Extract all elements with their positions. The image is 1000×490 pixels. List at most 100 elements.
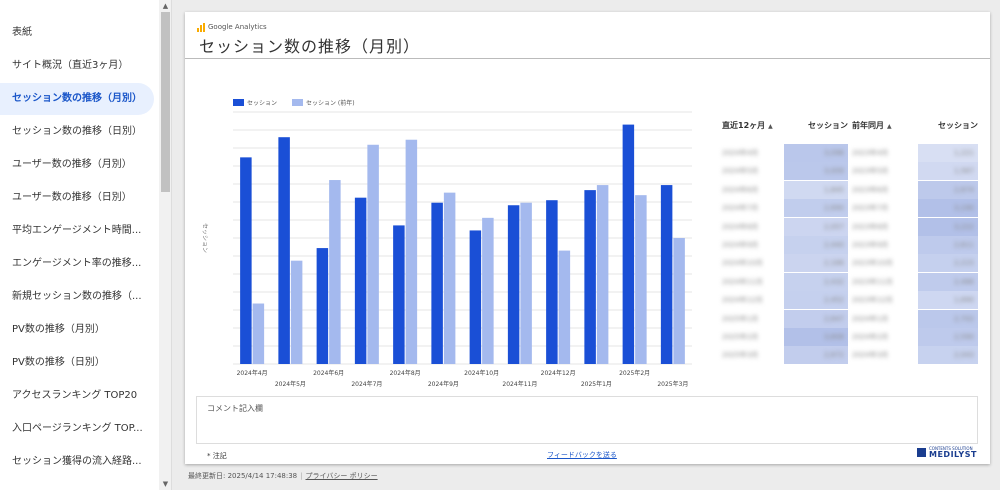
legend-label: セッション (前年) xyxy=(306,99,355,107)
footer: 最終更新日: 2025/4/14 17:48:38 | プライバシー ポリシー xyxy=(188,472,378,480)
header-divider xyxy=(185,58,990,59)
scroll-down-icon[interactable]: ▼ xyxy=(162,480,169,488)
heat-cell xyxy=(784,180,848,199)
table-header[interactable]: 直近12ヶ月 ▲ xyxy=(722,120,773,131)
table-cell: 2024年5月 xyxy=(722,167,759,176)
heat-cell xyxy=(784,217,848,236)
table-cell: 2024年4月 xyxy=(722,149,759,157)
table-cell: 2023年5月 xyxy=(852,167,889,176)
table-cell: 2023年12月 xyxy=(852,296,893,305)
comment-input-box[interactable]: コメント記入欄 xyxy=(196,396,978,444)
heat-cell xyxy=(784,254,848,273)
chart-bar xyxy=(507,205,520,364)
feedback-link[interactable]: フィードバックを送る xyxy=(547,451,617,459)
table-header[interactable]: セッション xyxy=(918,120,978,131)
header-label: 前年同月 xyxy=(852,121,884,130)
table-cell: 2023年6月 xyxy=(852,185,889,194)
x-tick-label: 2025年2月 xyxy=(619,369,650,377)
x-tick-label: 2024年6月 xyxy=(313,369,344,377)
table-cell: 2024年11月 xyxy=(722,277,763,286)
heat-cell xyxy=(918,217,978,236)
chart-bar xyxy=(354,197,367,364)
chart-bar xyxy=(405,139,418,364)
chart-bar xyxy=(431,202,443,364)
chart-bar xyxy=(367,144,379,364)
heat-cell xyxy=(784,328,848,346)
table-cell: 2024年2月 xyxy=(852,333,889,341)
legend-label: セッション xyxy=(247,100,277,107)
table-cell: 2025年2月 xyxy=(722,333,759,341)
report-page: Google Analytics セッション数の推移（月別） セッション セッショ… xyxy=(185,12,990,464)
table-cell: 3,222 xyxy=(953,222,974,231)
x-tick-label: 2024年11月 xyxy=(502,380,537,388)
sidebar-item[interactable]: PV数の推移（日別） xyxy=(12,357,105,368)
heat-cell xyxy=(784,236,848,254)
heat-cell xyxy=(918,291,978,310)
chart-bar xyxy=(546,200,558,364)
sidebar-item[interactable]: ユーザー数の推移（月別） xyxy=(12,159,132,170)
chart-bar xyxy=(329,180,341,364)
table-cell: 2,611 xyxy=(953,241,974,249)
table-cell: 3,190 xyxy=(953,204,974,213)
table-cell: 2,690 xyxy=(823,204,844,213)
table-cell: 2,057 xyxy=(823,222,844,231)
sidebar-item[interactable]: 入口ページランキング TOP... xyxy=(12,423,143,434)
table-header[interactable]: 前年同月 ▲ xyxy=(852,120,892,131)
heat-cell xyxy=(918,309,978,328)
table-cell: 2,452 xyxy=(823,296,844,305)
table-header[interactable]: セッション xyxy=(784,120,848,131)
sidebar-item[interactable]: PV数の推移（月別） xyxy=(12,324,105,335)
legend-swatch xyxy=(292,99,303,106)
header-label: セッション xyxy=(938,121,978,130)
x-tick-label: 2024年5月 xyxy=(275,380,306,388)
x-tick-label: 2024年12月 xyxy=(541,369,576,377)
brand-name: MEDILYST xyxy=(929,450,977,459)
sort-ascending-icon: ▲ xyxy=(768,123,773,130)
sidebar-item[interactable]: 新規セッション数の推移（... xyxy=(12,291,142,302)
chart-bar xyxy=(584,190,596,364)
header-label: 直近12ヶ月 xyxy=(722,121,766,130)
table-cell: 2023年9月 xyxy=(852,241,889,249)
chart-bar xyxy=(520,202,532,364)
scrollbar-thumb[interactable] xyxy=(161,12,170,192)
table-cell: 1,690 xyxy=(953,296,974,305)
privacy-policy-link[interactable]: プライバシー ポリシー xyxy=(305,472,378,480)
x-tick-label: 2025年3月 xyxy=(657,380,688,388)
sidebar-item[interactable]: 表紙 xyxy=(12,27,32,38)
scroll-up-icon[interactable]: ▲ xyxy=(162,2,169,10)
chart-bar xyxy=(482,217,494,364)
heat-cell xyxy=(918,328,978,346)
chart-bar xyxy=(635,195,647,364)
sidebar-item[interactable]: アクセスランキング TOP20 xyxy=(12,390,138,401)
sidebar-item[interactable]: セッション数の推移（月別） xyxy=(0,83,154,115)
table-cell: 2025年3月 xyxy=(722,351,759,360)
sidebar-item[interactable]: セッション獲得の流入経路... xyxy=(12,456,142,467)
heat-cell xyxy=(918,144,978,162)
medilyst-mark-icon xyxy=(917,448,926,457)
chart-bar xyxy=(252,303,265,364)
brand-small: CONTENTS SOLUTION xyxy=(929,446,973,451)
heat-cell xyxy=(918,272,978,291)
table-cell: 3,096 xyxy=(823,149,844,157)
last-updated: 最終更新日: 2025/4/14 17:48:38 xyxy=(188,472,298,480)
sidebar-item[interactable]: 平均エンゲージメント時間... xyxy=(12,225,142,236)
sidebar-scrollbar[interactable]: ▲ ▼ xyxy=(159,0,171,490)
x-tick-label: 2024年10月 xyxy=(464,369,499,377)
table-cell: 1,567 xyxy=(953,167,974,176)
chart-bar xyxy=(558,250,571,364)
table-cell: 2,486 xyxy=(953,277,974,286)
x-tick-label: 2024年9月 xyxy=(428,380,459,388)
heat-cell xyxy=(918,346,978,365)
heat-cell xyxy=(918,180,978,199)
y-axis-label: セッション xyxy=(201,223,208,253)
table-cell: 2,043 xyxy=(953,351,974,360)
sidebar-item[interactable]: サイト概況（直近3ヶ月） xyxy=(12,60,129,71)
sidebar-item[interactable]: セッション数の推移（日別） xyxy=(12,126,142,137)
sidebar-item[interactable]: ユーザー数の推移（日別） xyxy=(12,192,132,203)
heat-cell xyxy=(784,272,848,291)
table-cell: 2023年4月 xyxy=(852,149,889,157)
sidebar-item[interactable]: エンゲージメント率の推移... xyxy=(12,258,142,269)
comment-label: コメント記入欄 xyxy=(207,404,263,413)
table-cell: 2024年7月 xyxy=(722,204,759,213)
